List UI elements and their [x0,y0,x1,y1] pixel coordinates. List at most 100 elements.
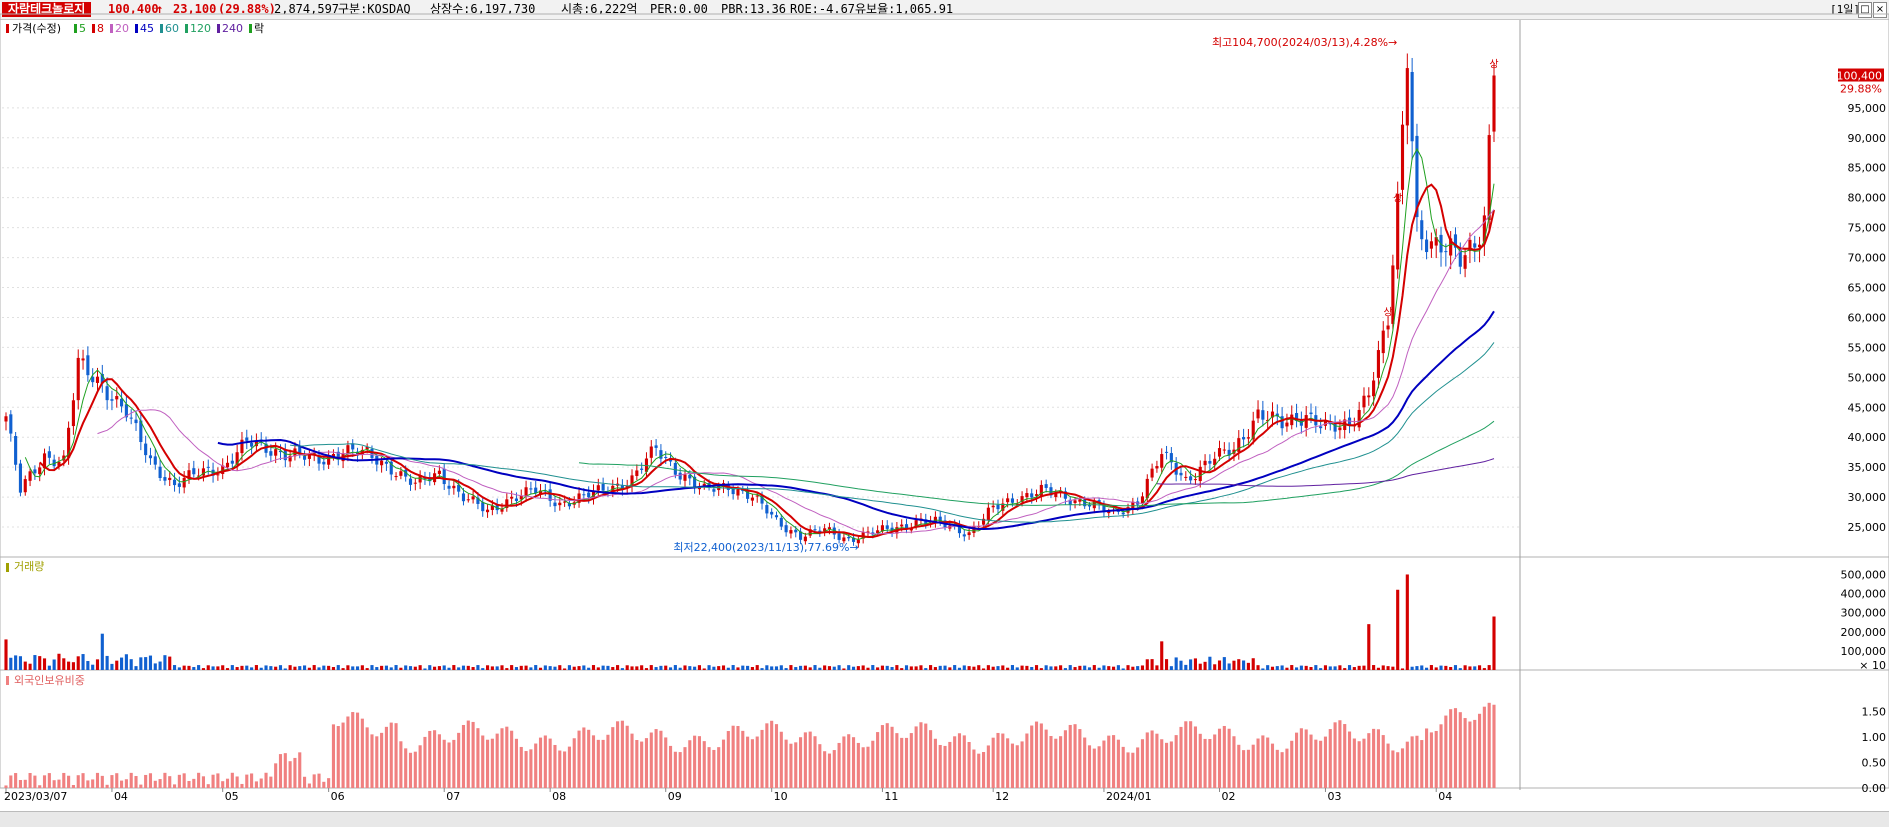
foreign-bar [1083,737,1087,788]
candle [900,524,904,527]
volume-bar [986,665,990,670]
volume-bar [129,659,133,670]
candle [317,455,321,464]
foreign-bar [201,776,205,788]
roe-value: ROE:-4.67 [790,2,856,16]
volume-bar [712,666,716,670]
candle [1492,75,1496,132]
volume-bar [731,665,735,670]
period-button[interactable]: [1일] [1830,3,1860,16]
lock-legend-swatch [249,24,252,33]
foreign-bar [683,747,687,788]
volume-bar [755,665,759,670]
candle [1473,243,1477,248]
foreign-bar [4,785,8,788]
volume-bar [1078,665,1082,670]
candle [827,527,832,530]
volume-bar [1429,665,1433,670]
volume-bar [1343,668,1347,670]
candle [1444,251,1448,253]
foreign-bar [1001,733,1005,788]
volume-bar [943,665,947,670]
volume-bar [1290,665,1294,670]
foreign-bar [1179,726,1183,788]
foreign-bar [668,745,673,788]
volume-bar [293,666,297,670]
candle [1429,241,1433,249]
foreign-bar [827,753,832,788]
volume-bar [702,668,706,670]
volume-bar [1116,665,1120,670]
volume-bar [1458,668,1462,670]
volume-bar [1208,656,1212,670]
candle [1381,330,1385,354]
ma8-legend-swatch [92,24,95,33]
foreign-bar [153,780,157,788]
candle [851,537,856,542]
volume-bar [1010,665,1015,670]
volume-bar [1482,668,1486,670]
foreign-bar [1217,728,1222,788]
ma120-legend-swatch [185,24,188,33]
candle [495,504,499,511]
volume-bar [312,665,316,670]
foreign-bar [693,735,697,788]
candle [124,404,128,418]
foreign-bar [283,753,287,788]
pane-border-2 [0,556,1889,671]
candle [86,355,90,376]
candle [630,475,634,487]
foreign-bar [851,737,856,788]
volume-bar [230,665,234,670]
foreign-bar [890,726,894,788]
volume-bar [124,654,128,670]
foreign-bar [1184,721,1188,788]
candle [524,487,528,497]
volume-bar [76,656,80,670]
candle [1261,410,1265,420]
candle [1025,493,1029,498]
foreign-bar [1415,735,1419,788]
foreign-bar [293,757,297,788]
foreign-bar [688,740,692,788]
candle [1280,416,1284,429]
volume-bar [1006,667,1010,670]
volume-bar [505,668,509,670]
volume-bar [100,633,104,670]
candle [278,450,283,453]
foreign-bar [750,739,754,788]
foreign-bar [972,749,976,788]
foreign-bar [1044,729,1048,788]
candle [885,525,889,529]
candle [755,495,759,497]
volume-bar [514,667,519,670]
volume-tick-label: 100,000 [1841,645,1887,658]
volume-bar [914,666,918,670]
volume-bar [1015,667,1019,670]
volume-bar [307,667,311,670]
price-tick-label: 35,000 [1848,461,1887,474]
volume-bar [572,666,576,670]
foreign-bar [996,732,1000,788]
horizontal-scrollbar[interactable] [0,811,1889,827]
volume-bar [1131,666,1135,670]
candle [1256,409,1260,419]
candle [57,461,61,466]
volume-bar [95,659,100,670]
foreign-bar [57,779,61,788]
foreign-bar [784,739,788,788]
volume-bar [577,666,581,670]
volume-bar [625,665,629,670]
candle [153,456,157,465]
candle [1458,248,1462,267]
candle [1034,494,1039,496]
x-axis-label: 09 [668,790,682,803]
foreign-bar [18,780,23,788]
volume-bar [23,661,27,670]
candle [1285,422,1289,427]
stock-name[interactable]: 자람테크놀로지 [2,2,92,17]
foreign-bar [582,727,586,788]
volume-bar [476,665,480,670]
volume-bar [1309,667,1313,670]
